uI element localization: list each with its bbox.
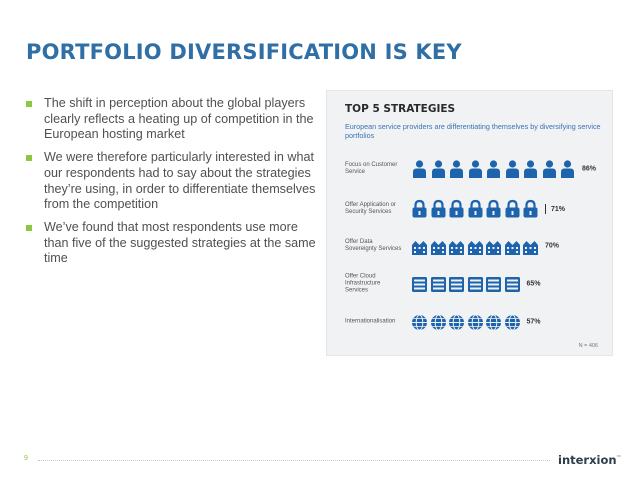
padlock-icon [449,199,464,218]
icon-strip [411,312,521,332]
bullet-marker [26,155,32,162]
sample-size-label: N = 406 [578,343,598,349]
slide-title: PORTFOLIO DIVERSIFICATION IS KEY [26,40,462,64]
building-icon [412,241,427,255]
strategy-percent: 57% [526,318,541,326]
padlock-icon [505,199,519,218]
globe-icon [449,314,464,331]
strategy-row: Focus on Customer Service 86% [345,157,610,181]
icon-strip [411,159,576,179]
person-icon [431,160,445,178]
footer-divider [38,460,550,461]
strategy-row: Internationalisation 57% [345,310,610,334]
strategy-row: Offer Application or Security Services 7… [345,197,610,221]
padlock-icon [431,199,445,218]
strategy-row: Offer Cloud Infrastructure Services 65% [345,272,610,296]
padlock-icon [412,199,427,218]
infographic-title: TOP 5 STRATEGIES [345,103,456,115]
strategy-row: Offer Data Sovereignty Services 70% [345,234,610,258]
strategy-label: Offer Data Sovereignty Services [345,239,402,252]
building-icon [449,241,464,255]
server-icon [486,277,501,292]
server-icon [449,277,464,292]
padlock-icon [486,199,501,218]
person-icon [505,160,519,178]
person-icon [450,160,463,178]
icon-strip [411,199,539,219]
globe-icon [486,314,501,331]
bullet-item: We’ve found that most respondents use mo… [26,220,316,267]
strategies-infographic: TOP 5 STRATEGIES European service provid… [326,90,613,356]
building-icon [486,241,501,255]
bullet-text: We were therefore particularly intereste… [44,150,316,212]
infographic-subtitle: European service providers are different… [345,122,601,140]
globe-icon [430,314,446,331]
building-icon [430,241,446,255]
bullet-marker [26,101,32,107]
icon-strip [411,274,521,294]
interxion-logo: interxion™ [558,453,622,467]
globe-icon [412,314,427,331]
server-icon [412,277,427,292]
building-icon [504,241,520,255]
percent-divider [545,204,546,214]
strategy-label: Focus on Customer Service [345,162,398,175]
icon-strip [411,236,539,256]
bullet-item: We were therefore particularly intereste… [26,150,316,213]
bullet-list: The shift in perception about the global… [26,96,316,274]
person-icon [542,160,556,178]
strategy-percent: 70% [545,242,560,250]
strategy-label: Internationalisation [345,318,396,325]
padlock-icon [523,199,538,218]
bullet-text: We’ve found that most respondents use mo… [44,219,316,266]
strategy-percent: 65% [526,280,541,288]
strategy-label: Offer Application or Security Services [345,202,396,215]
server-icon [504,277,520,292]
person-icon [524,160,537,178]
person-icon [561,160,574,178]
bullet-text: The shift in perception about the global… [44,96,314,142]
strategy-percent: 71% [545,204,565,214]
server-icon [467,277,483,292]
page-number: 9 [24,455,28,462]
building-icon [523,241,538,255]
strategy-label: Offer Cloud Infrastructure Services [345,273,381,294]
person-icon [487,160,500,178]
bullet-item: The shift in perception about the global… [26,96,316,143]
server-icon [430,277,446,292]
bullet-marker [26,224,32,231]
padlock-icon [468,199,482,218]
globe-icon [504,314,520,331]
person-icon [413,160,426,178]
person-icon [468,160,482,178]
globe-icon [467,314,483,331]
strategy-percent: 86% [582,165,597,173]
building-icon [467,241,483,255]
